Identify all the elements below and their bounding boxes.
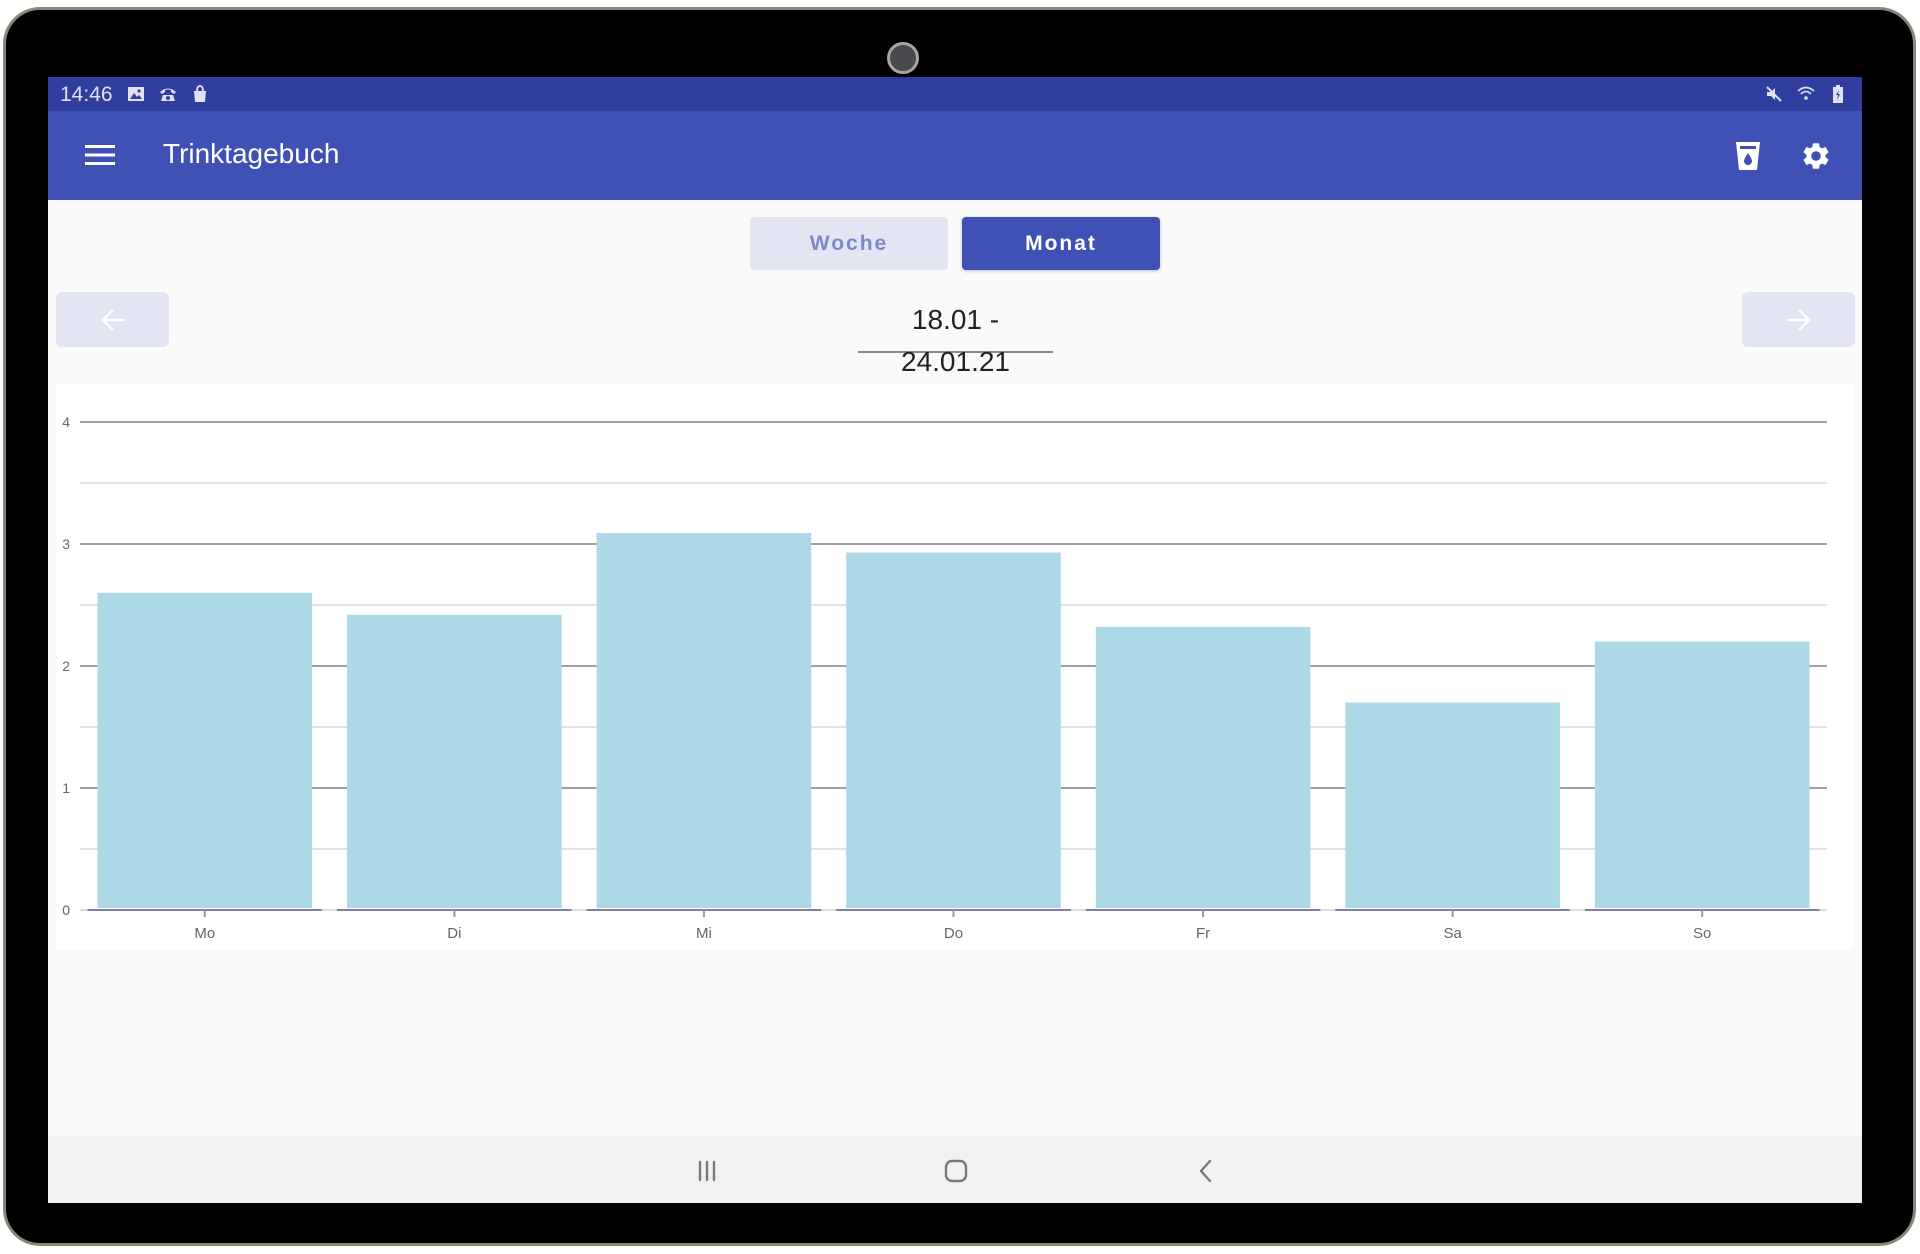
- front-camera: [887, 42, 919, 74]
- back-button[interactable]: [1184, 1151, 1228, 1191]
- bar-do[interactable]: [846, 552, 1061, 908]
- previous-period-button[interactable]: [56, 292, 169, 347]
- back-icon: [1199, 1159, 1212, 1183]
- arrow-left-icon: [101, 309, 125, 330]
- image-icon: [128, 87, 144, 101]
- system-navigation-bar: [48, 1136, 1862, 1203]
- water-log-button[interactable]: [1727, 135, 1769, 177]
- bar-sa[interactable]: [1345, 702, 1560, 908]
- tab-month[interactable]: Monat: [962, 217, 1160, 270]
- settings-button[interactable]: [1795, 135, 1837, 177]
- x-tick-label: Do: [944, 925, 963, 942]
- app-title: Trinktagebuch: [163, 138, 340, 169]
- y-tick-label: 2: [62, 658, 70, 674]
- bar-di[interactable]: [347, 614, 562, 908]
- tab-week[interactable]: Woche: [750, 217, 948, 270]
- menu-button[interactable]: [80, 135, 120, 175]
- x-tick-label: Mi: [696, 925, 712, 942]
- wifi-icon: [1797, 86, 1815, 100]
- bar-mo[interactable]: [97, 592, 313, 908]
- intake-bar-chart[interactable]: 0 1 2 3 4 Mo Di Mi Do Fr Sa So: [56, 384, 1853, 950]
- status-bar: 14:46: [48, 77, 1862, 111]
- x-tick-label: Mo: [194, 925, 215, 942]
- home-icon: [944, 1159, 968, 1183]
- y-tick-label: 0: [62, 902, 70, 918]
- y-tick-label: 3: [62, 536, 70, 552]
- mute-icon: [1766, 86, 1782, 102]
- gear-icon: [1803, 143, 1829, 169]
- y-tick-label: 1: [62, 780, 70, 796]
- home-button[interactable]: [934, 1151, 978, 1191]
- x-tick-label: Di: [447, 925, 461, 942]
- recent-apps-button[interactable]: [685, 1151, 729, 1191]
- y-tick-label: 4: [62, 414, 70, 430]
- arrow-right-icon: [1786, 309, 1810, 330]
- chart-card: 0 1 2 3 4 Mo Di Mi Do Fr Sa So: [56, 384, 1853, 950]
- x-tick-label: So: [1693, 925, 1711, 942]
- app-bar: Trinktagebuch: [48, 111, 1862, 200]
- bar-mi[interactable]: [596, 533, 812, 908]
- water-glass-icon: [1736, 142, 1760, 170]
- x-tick-label: Sa: [1443, 925, 1462, 942]
- app-screen: 14:46 Trinktagebuch Woche Monat 18.01 - …: [48, 77, 1862, 1203]
- x-tick-label: Fr: [1196, 925, 1210, 942]
- phone-icon: [160, 88, 176, 101]
- next-period-button[interactable]: [1742, 292, 1855, 347]
- bar-so[interactable]: [1594, 641, 1810, 908]
- status-time: 14:46: [60, 83, 113, 106]
- battery-charging-icon: [1833, 85, 1843, 103]
- shopping-bag-icon: [194, 85, 206, 102]
- hamburger-menu-icon: [85, 145, 115, 165]
- date-range-field[interactable]: 18.01 - 24.01.21: [858, 299, 1053, 377]
- bar-fr[interactable]: [1095, 626, 1311, 908]
- recent-apps-icon: [698, 1160, 716, 1182]
